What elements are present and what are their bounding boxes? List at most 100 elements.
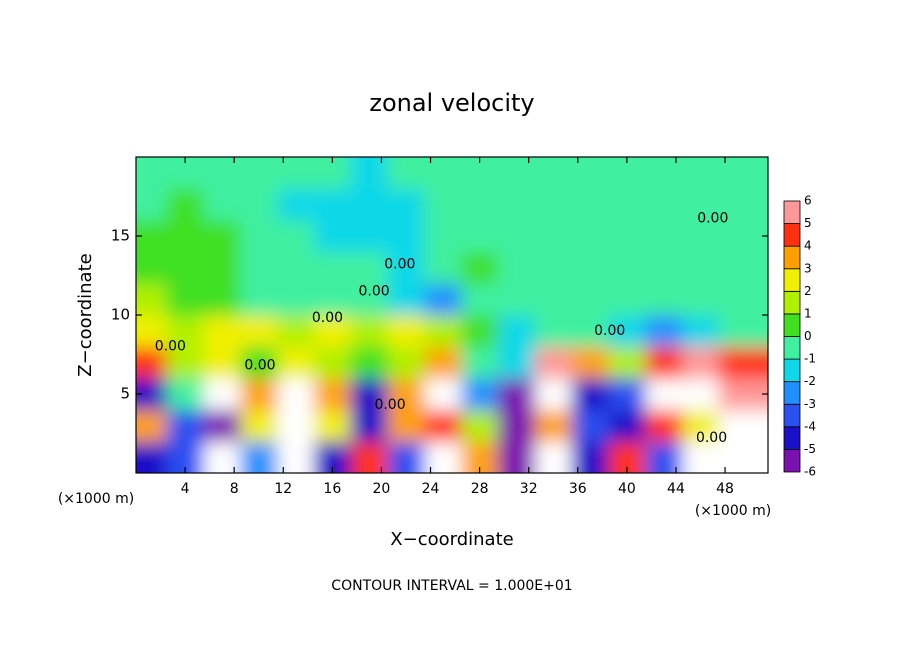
field-cell bbox=[203, 283, 241, 316]
field-cell bbox=[498, 346, 536, 379]
x-tick-label: 12 bbox=[274, 481, 292, 497]
field-cell bbox=[645, 220, 683, 253]
field-cell bbox=[645, 157, 683, 190]
field-cell bbox=[166, 251, 204, 284]
colorbar-label: 1 bbox=[804, 306, 812, 320]
colorbar-band bbox=[783, 313, 801, 337]
field-cell bbox=[166, 315, 204, 348]
field-cell bbox=[350, 378, 389, 411]
x-unit: (×1000 m) bbox=[58, 491, 134, 507]
field-cell bbox=[534, 283, 573, 316]
field-cell bbox=[277, 346, 315, 379]
colorbar-label: -4 bbox=[804, 419, 816, 433]
field-cell bbox=[571, 220, 609, 253]
field-cell bbox=[203, 346, 241, 379]
field-cell bbox=[136, 251, 168, 284]
field-cell bbox=[203, 188, 241, 221]
field-cell bbox=[608, 378, 646, 411]
colorbar-label: 5 bbox=[804, 216, 812, 230]
field-cell bbox=[718, 157, 768, 190]
field-cell bbox=[240, 188, 278, 221]
colorbar-band bbox=[783, 245, 801, 270]
contour-label: 0.00 bbox=[312, 310, 343, 326]
field-cell bbox=[424, 346, 462, 379]
field-cell bbox=[277, 157, 315, 190]
field-cell bbox=[534, 441, 573, 473]
field-cell bbox=[136, 283, 168, 316]
field-cell bbox=[240, 441, 278, 473]
field-cell bbox=[240, 378, 278, 411]
field-cell bbox=[387, 346, 425, 379]
field-cell bbox=[498, 157, 536, 190]
field-cell bbox=[313, 251, 352, 284]
field-cell bbox=[387, 188, 425, 221]
x-tick-label: 40 bbox=[618, 481, 636, 497]
field-cell bbox=[387, 409, 425, 442]
field-cell bbox=[240, 409, 278, 442]
colorbar-label: 6 bbox=[804, 194, 812, 208]
field-cell bbox=[571, 188, 609, 221]
field-cell bbox=[203, 220, 241, 253]
field-cell bbox=[424, 157, 462, 190]
field-cell bbox=[682, 441, 720, 473]
field-cell bbox=[718, 346, 768, 379]
field-cell bbox=[313, 283, 352, 316]
field-cell bbox=[571, 157, 609, 190]
field-cell bbox=[240, 315, 278, 348]
field-cell bbox=[645, 188, 683, 221]
footer: CONTOUR INTERVAL = 1.000E+01 bbox=[331, 578, 572, 594]
field-cell bbox=[350, 220, 389, 253]
x-tick-label: 44 bbox=[667, 481, 685, 497]
colorbar-band bbox=[783, 223, 801, 247]
field-cell bbox=[350, 283, 389, 316]
field-cell bbox=[240, 220, 278, 253]
field-cell bbox=[645, 315, 683, 348]
field-cell bbox=[350, 157, 389, 190]
colorbar-band bbox=[783, 336, 801, 360]
field-cell bbox=[424, 283, 462, 316]
field-cell bbox=[350, 188, 389, 221]
field-cell bbox=[534, 157, 573, 190]
field-cell bbox=[682, 251, 720, 284]
field-cell bbox=[571, 346, 609, 379]
contour-label: 0.00 bbox=[155, 339, 186, 355]
field-cell bbox=[166, 283, 204, 316]
x-tick-label: 36 bbox=[569, 481, 587, 497]
colorbar-label: -2 bbox=[804, 374, 816, 388]
field-cell bbox=[608, 188, 646, 221]
field-cell bbox=[203, 157, 241, 190]
field-cell bbox=[608, 315, 646, 348]
field-cell bbox=[136, 315, 168, 348]
field-cell bbox=[387, 251, 425, 284]
field-cell bbox=[534, 346, 573, 379]
field-cell bbox=[645, 409, 683, 442]
field-cell bbox=[718, 220, 768, 253]
field-cell bbox=[350, 251, 389, 284]
field-cell bbox=[136, 188, 168, 221]
field-cell bbox=[608, 251, 646, 284]
field-cell bbox=[682, 283, 720, 316]
x-tick-label: 28 bbox=[471, 481, 489, 497]
field bbox=[136, 157, 768, 473]
field-cell bbox=[718, 441, 768, 473]
field-cell bbox=[313, 409, 352, 442]
field-cell bbox=[387, 157, 425, 190]
field-cell bbox=[718, 283, 768, 316]
field-cell bbox=[461, 315, 499, 348]
colorbar-label: -5 bbox=[804, 442, 816, 456]
field-cell bbox=[645, 378, 683, 411]
field-cell bbox=[718, 251, 768, 284]
field-cell bbox=[166, 157, 204, 190]
field-cell bbox=[387, 220, 425, 253]
field-cell bbox=[534, 251, 573, 284]
field-cell bbox=[718, 188, 768, 221]
field-cell bbox=[277, 378, 315, 411]
field-cell bbox=[498, 409, 536, 442]
field-cell bbox=[461, 251, 499, 284]
contour-label: 0.00 bbox=[594, 323, 625, 339]
field-cell bbox=[461, 188, 499, 221]
field-cell bbox=[424, 409, 462, 442]
field-cell bbox=[166, 409, 204, 442]
x-axis-label: X−coordinate bbox=[390, 529, 513, 550]
field-cell bbox=[498, 188, 536, 221]
